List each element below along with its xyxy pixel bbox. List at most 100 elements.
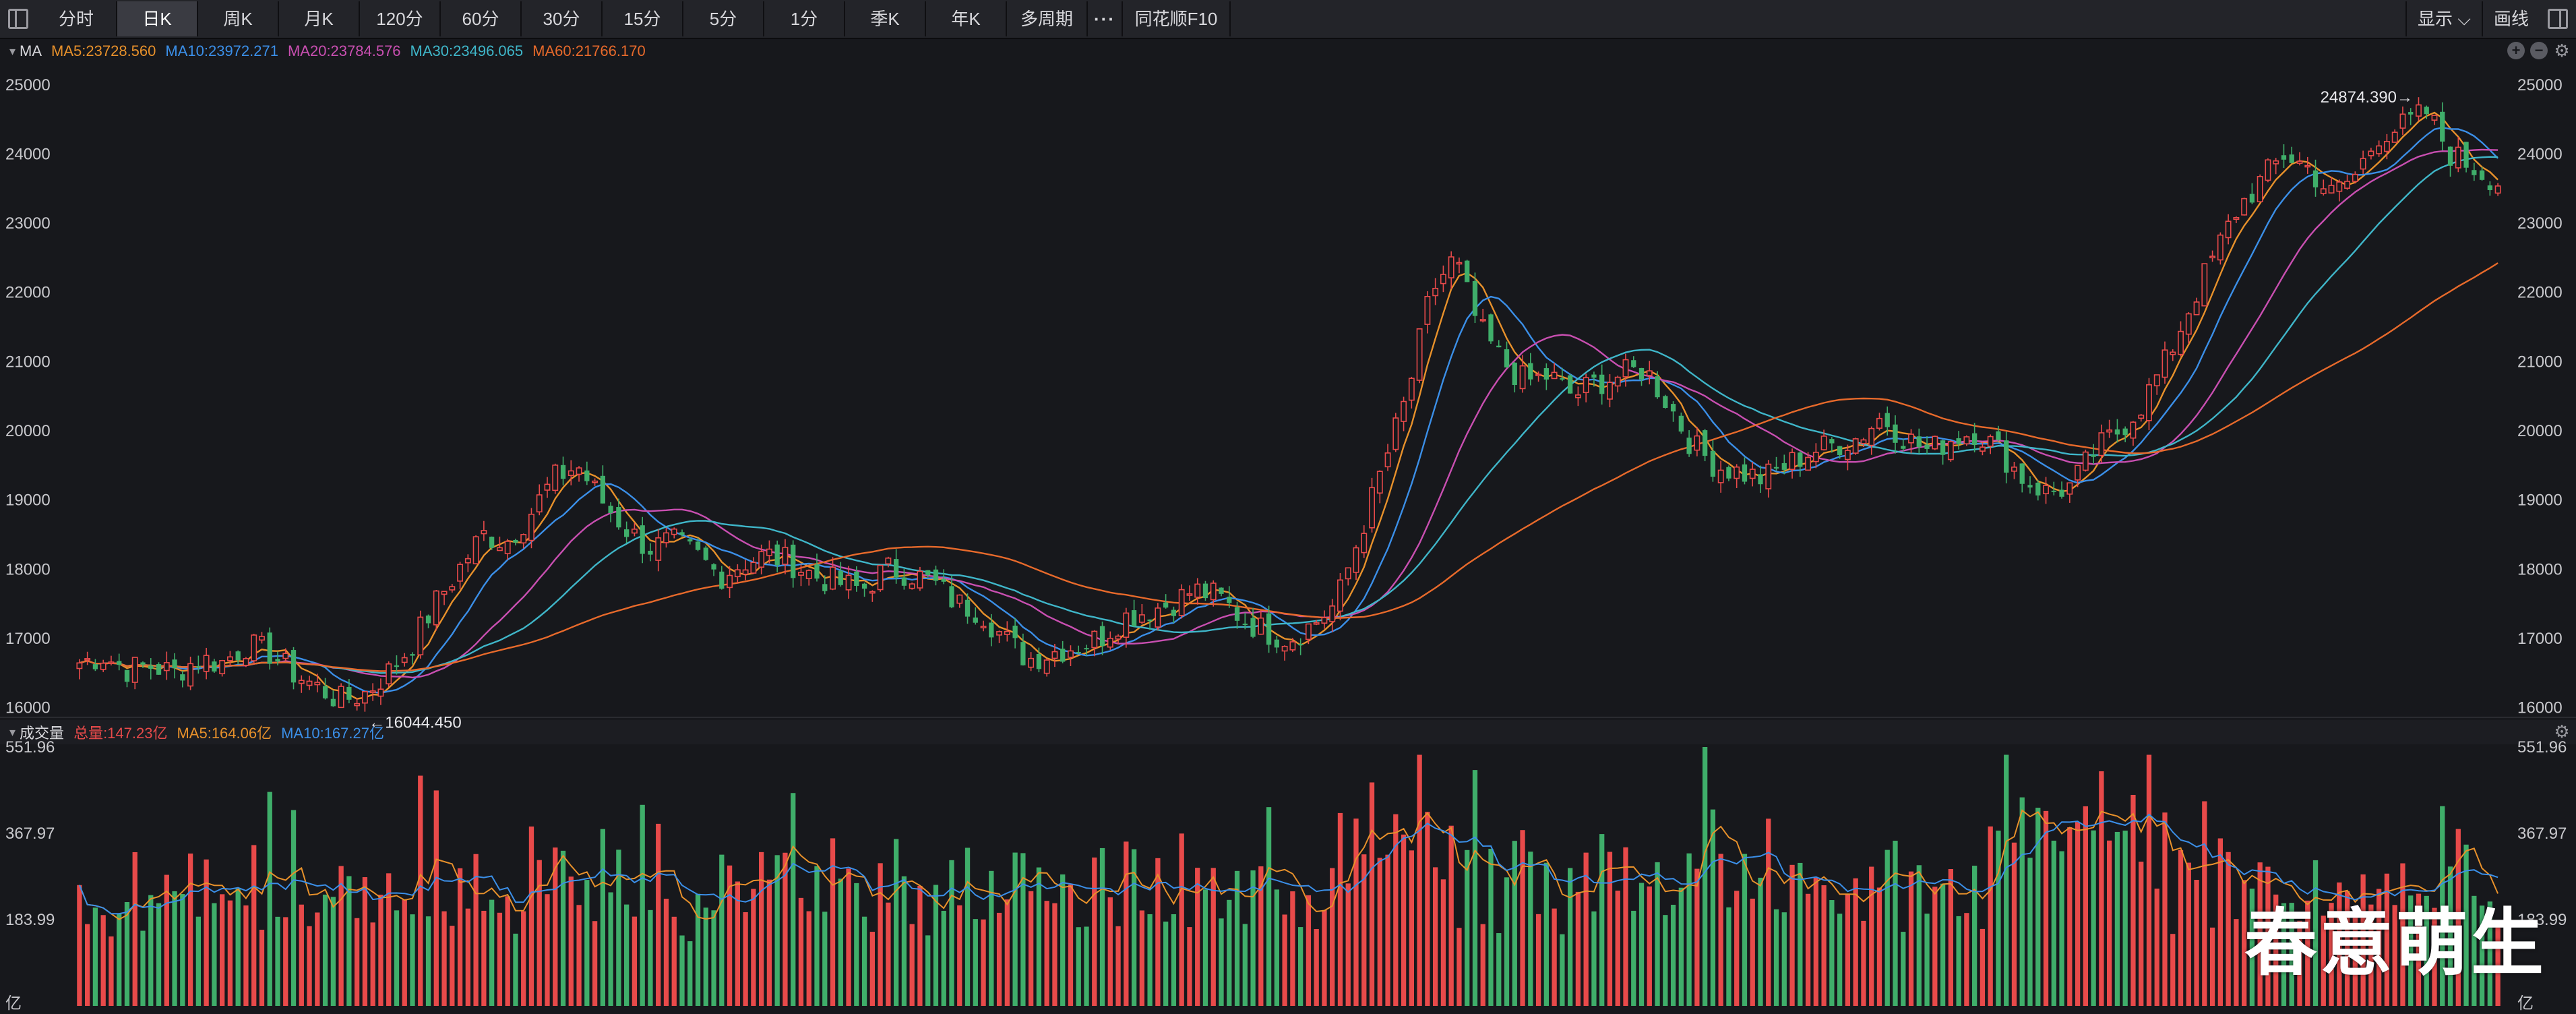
volume-bar — [1330, 868, 1335, 1006]
volume-bar — [2352, 917, 2358, 1006]
volume-bar — [925, 935, 931, 1006]
candle-body — [1028, 657, 1035, 668]
candle-body — [2431, 115, 2438, 121]
volume-bar — [251, 845, 257, 1006]
volume-bar — [973, 919, 978, 1006]
price-tick-right-3: 22000 — [2517, 284, 2563, 302]
price-tick-left-2: 23000 — [5, 214, 51, 233]
candle-body — [322, 686, 328, 698]
candle-body — [172, 659, 177, 669]
candle-body — [1622, 359, 1629, 378]
volume-bar — [2114, 831, 2120, 1006]
settings-gear-icon[interactable]: ⚙ — [2554, 40, 2570, 61]
panel-toggle-icon[interactable] — [2548, 9, 2568, 29]
tab-period-7[interactable]: 15分 — [603, 1, 683, 36]
volume-bar — [1393, 814, 1399, 1006]
tab-period-6[interactable]: 30分 — [522, 1, 603, 36]
candle-body — [2201, 263, 2208, 307]
candle-body — [766, 548, 772, 556]
tab-period-0[interactable]: 分时 — [36, 1, 117, 36]
tab-period-4[interactable]: 120分 — [360, 1, 441, 36]
volume-legend-item-0: 总量:147.23亿 — [73, 725, 168, 742]
volume-bar — [703, 907, 708, 1006]
volume-bar — [528, 826, 534, 1006]
volume-bar — [1385, 854, 1390, 1006]
candle-body — [386, 663, 392, 685]
volume-bar — [132, 852, 137, 1006]
candle-body — [2011, 467, 2017, 472]
watermark: 春意萌生 — [2244, 901, 2547, 986]
candle-body — [687, 539, 693, 542]
volume-bar — [1274, 889, 1279, 1006]
candle-body — [1227, 597, 1232, 603]
tab-period-12[interactable]: 多周期 — [1007, 1, 1088, 36]
tab-period-5[interactable]: 60分 — [441, 1, 522, 36]
candle-body — [2106, 429, 2113, 433]
candle-body — [2408, 112, 2414, 115]
candle-body — [1456, 262, 1463, 265]
collapse-caret-icon[interactable]: ▾ — [9, 725, 16, 739]
zoom-in-icon[interactable]: + — [2507, 42, 2525, 59]
more-periods-button[interactable]: ··· — [1088, 1, 1123, 36]
candle-body — [980, 626, 987, 628]
volume-bar — [195, 916, 201, 1006]
candle-body — [1281, 645, 1288, 652]
candle-body — [2059, 489, 2064, 497]
candle-body — [973, 617, 978, 623]
tab-period-1[interactable]: 日K — [117, 1, 198, 36]
tab-period-10[interactable]: 季K — [845, 1, 926, 36]
volume-bar — [1972, 866, 1977, 1006]
candle-body — [2146, 384, 2152, 421]
volume-bar — [1781, 912, 1787, 1006]
volume-bar — [1901, 932, 1906, 1006]
candle-body — [1163, 602, 1169, 608]
draw-line-button[interactable]: 画线 — [2481, 1, 2540, 36]
candle-body — [1591, 374, 1597, 378]
tab-period-9[interactable]: 1分 — [764, 1, 845, 36]
volume-bar — [1568, 868, 1573, 1006]
f10-button[interactable]: 同花顺F10 — [1123, 1, 1231, 36]
tab-period-3[interactable]: 月K — [279, 1, 360, 36]
candle-body — [1361, 533, 1368, 554]
candle-body — [1186, 593, 1193, 596]
low-annotation: ←16044.450 — [369, 714, 461, 732]
volume-bar — [1163, 921, 1169, 1006]
tab-period-2[interactable]: 周K — [198, 1, 279, 36]
candle-body — [124, 669, 130, 682]
sidebar-toggle-icon[interactable] — [8, 9, 28, 29]
candle-body — [187, 663, 194, 687]
collapse-caret-icon[interactable]: ▾ — [9, 44, 16, 58]
candle-body — [441, 591, 448, 595]
volume-bar — [2154, 888, 2159, 1006]
candle-body — [212, 661, 217, 672]
volume-bar — [2242, 880, 2247, 1006]
volume-bar — [1694, 868, 1700, 1006]
ma-line-60 — [79, 262, 2498, 672]
volume-bar — [290, 810, 297, 1006]
volume-bar — [2107, 840, 2112, 1006]
volume-tick-left-2: 183.99 — [5, 911, 55, 929]
candle-body — [877, 564, 884, 591]
volume-bar — [212, 903, 217, 1006]
candle-body — [306, 680, 313, 686]
candle-body — [1860, 439, 1867, 444]
volume-bar — [220, 894, 225, 1006]
volume-settings-gear-icon[interactable]: ⚙ — [2554, 721, 2570, 742]
volume-bar — [1528, 852, 1533, 1006]
zoom-out-icon[interactable]: − — [2530, 42, 2548, 59]
volume-tick-right-2: 183.99 — [2517, 911, 2567, 929]
candle-body — [1868, 427, 1875, 446]
candle-body — [2289, 154, 2294, 163]
volume-bar — [2170, 934, 2176, 1006]
volume-bar — [2344, 891, 2350, 1006]
candle-body — [528, 513, 534, 541]
candle-body — [1901, 446, 1906, 449]
tab-period-11[interactable]: 年K — [926, 1, 1007, 36]
volume-bar — [560, 850, 566, 1006]
chevron-down-icon: ⌵ — [2457, 9, 2471, 29]
display-menu[interactable]: 显示 ⌵ — [2405, 1, 2482, 36]
candle-body — [2281, 155, 2287, 160]
tab-period-8[interactable]: 5分 — [683, 1, 764, 36]
volume-bar — [386, 873, 392, 1006]
